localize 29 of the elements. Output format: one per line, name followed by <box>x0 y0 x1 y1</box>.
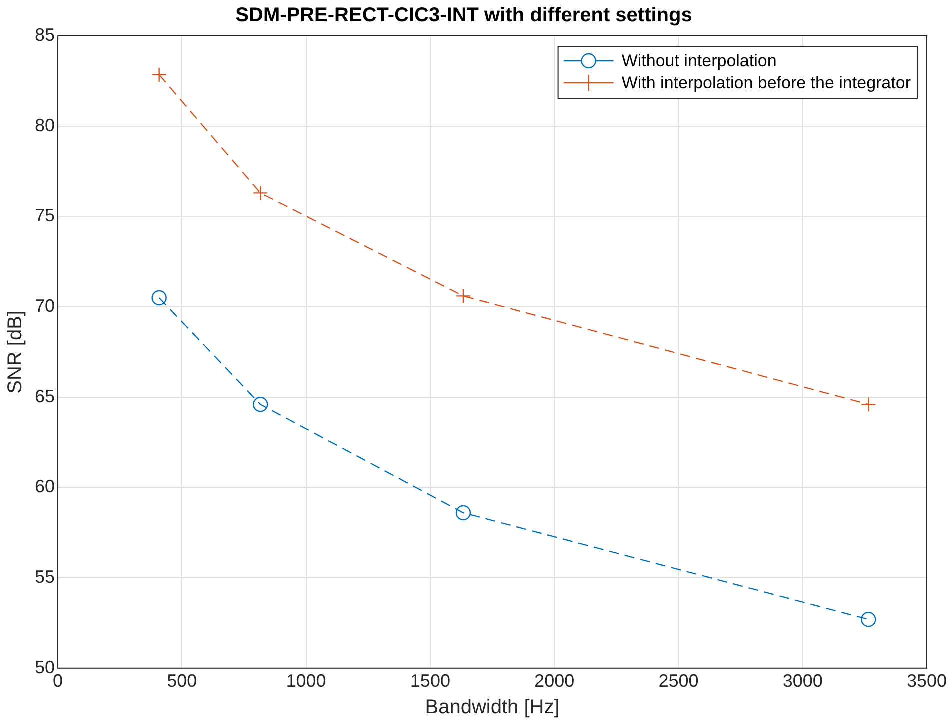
x-tick-label: 500 <box>167 671 198 692</box>
x-tick-label: 0 <box>53 671 64 692</box>
x-tick-label: 3500 <box>906 671 947 692</box>
y-tick-label: 65 <box>34 386 56 406</box>
y-tick-label: 70 <box>34 296 56 316</box>
point <box>152 290 167 306</box>
x-tick-label: 1500 <box>410 671 450 692</box>
legend-label: Without interpolation <box>622 52 777 71</box>
point <box>456 288 472 304</box>
x-tick-label: 2000 <box>534 671 575 692</box>
point <box>861 397 876 412</box>
y-tick-label: 60 <box>34 476 56 497</box>
x-axis-title: Bandwidth [Hz] <box>425 696 560 719</box>
y-tick-label: 85 <box>34 24 56 45</box>
y-axis-title: SNR [dB] <box>4 310 27 394</box>
x-tick-label: 3000 <box>782 671 823 692</box>
y-tick-label: 55 <box>34 567 56 588</box>
point <box>861 612 876 628</box>
y-tick-label: 75 <box>34 206 56 226</box>
x-tick-label: 1000 <box>286 671 326 692</box>
point <box>253 186 268 201</box>
y-tick-label: 80 <box>34 115 56 136</box>
chart-title: SDM-PRE-RECT-CIC3-INT with different settings <box>236 4 692 27</box>
legend-label: With interpolation before the integrator <box>622 74 912 93</box>
y-tick-label: 50 <box>34 657 56 678</box>
point <box>152 67 167 82</box>
point <box>253 397 268 412</box>
point <box>456 505 472 521</box>
x-tick-label: 2500 <box>658 671 699 692</box>
